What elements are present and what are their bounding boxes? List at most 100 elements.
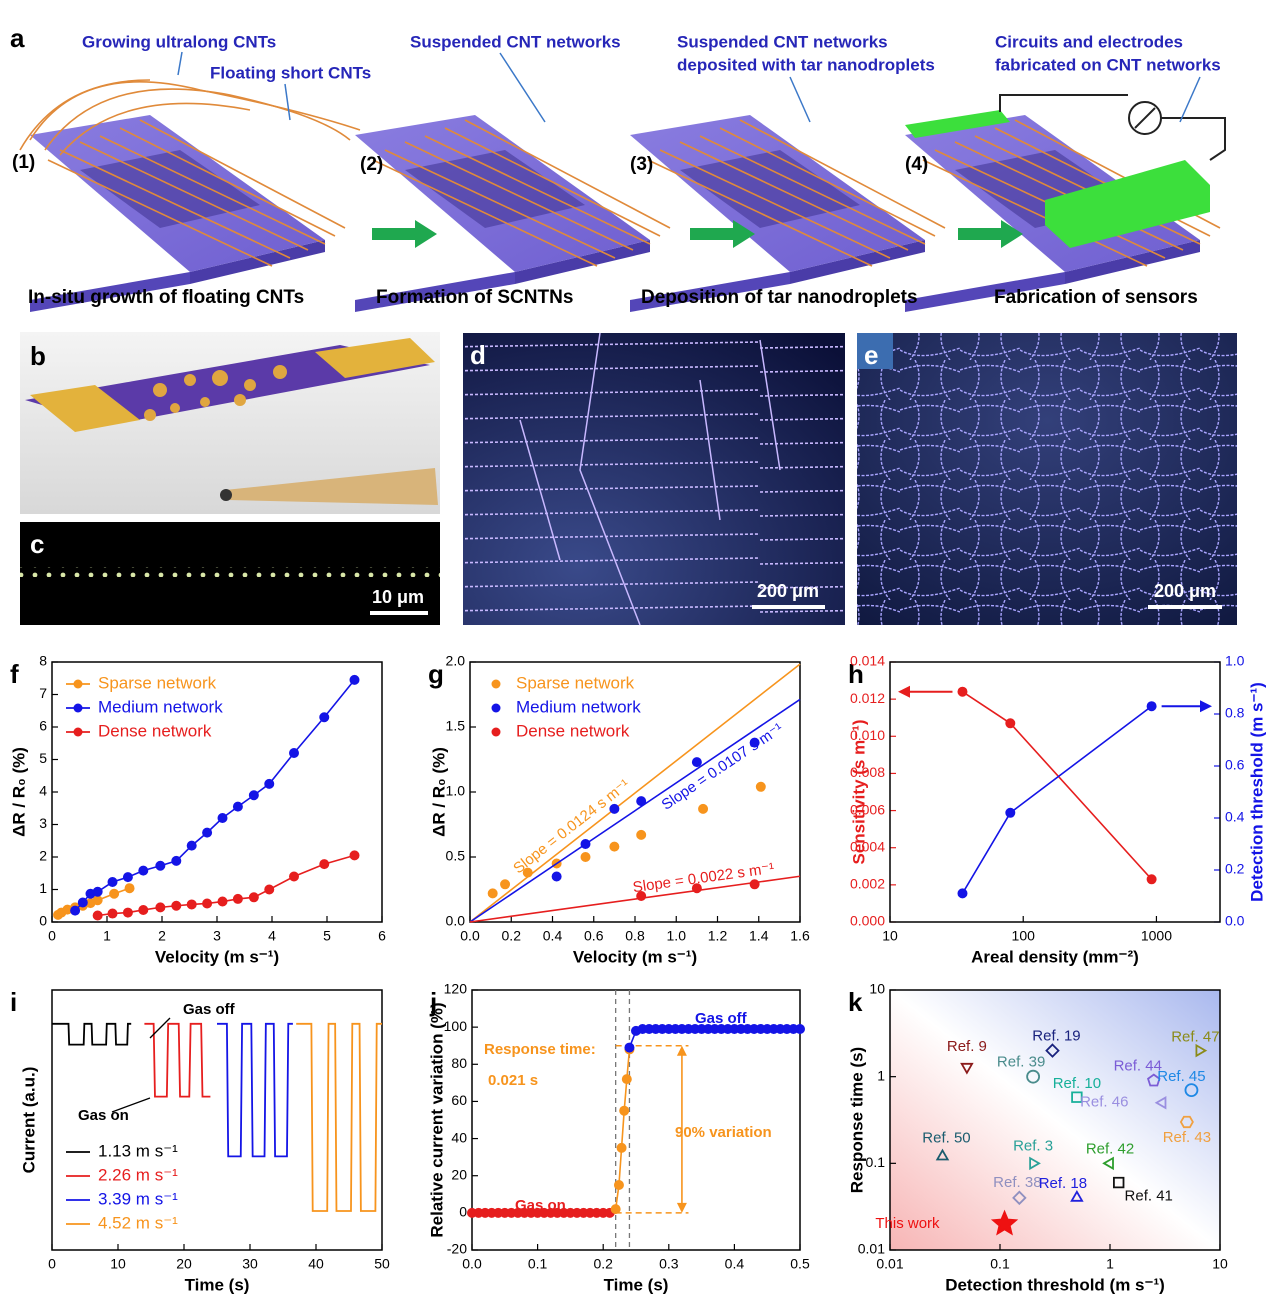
x-tick-label: 1.6 — [790, 928, 810, 944]
y2-axis-label: Detection threshold (m s⁻¹) — [1247, 682, 1266, 902]
plot-frame — [51, 989, 383, 1251]
cnt-network — [463, 333, 845, 625]
caption: Formation of SCNTNs — [376, 287, 573, 308]
point — [1146, 701, 1157, 712]
fit-line — [469, 875, 801, 923]
point-label: Ref. 42 — [1086, 1140, 1134, 1157]
y-axis-label: Sensitivity (s m⁻¹) — [849, 719, 868, 864]
plot-frame — [889, 989, 1221, 1251]
y-tick-label: 10 — [869, 981, 885, 997]
x-tick-label: 0.2 — [502, 928, 522, 944]
y-tick-label: 0.1 — [866, 1154, 886, 1170]
legend-marker — [491, 703, 501, 713]
point-label: Ref. 43 — [1163, 1129, 1211, 1146]
legend-label: Sparse network — [516, 673, 635, 692]
point — [551, 871, 562, 882]
point — [691, 757, 702, 768]
point — [248, 892, 259, 903]
x-tick-label: 1 — [103, 928, 111, 944]
y-tick-label: 80 — [451, 1055, 467, 1071]
electrode — [1045, 160, 1210, 248]
x-tick-label: 20 — [176, 1256, 192, 1272]
point-label: Ref. 38 — [993, 1174, 1041, 1191]
point — [248, 790, 259, 801]
point — [1184, 1083, 1199, 1097]
point — [613, 1180, 624, 1190]
cnt-network — [857, 333, 1237, 625]
legend-marker — [491, 727, 501, 737]
point — [217, 813, 228, 823]
point — [92, 886, 103, 897]
panel-d: d 200 μm — [463, 332, 845, 626]
point — [749, 879, 760, 890]
annotation: Gas off — [183, 1001, 236, 1018]
y-tick-label: 100 — [444, 1018, 468, 1034]
panel-label: b — [30, 341, 46, 371]
panel-label: d — [470, 340, 486, 370]
y-tick-label: 7 — [39, 685, 47, 701]
point — [138, 865, 149, 876]
point — [1195, 1043, 1208, 1058]
point — [1026, 1069, 1041, 1084]
fit-line — [469, 698, 801, 923]
x-axis-label: Velocity (m s⁻¹) — [573, 947, 697, 966]
step-label: (2) — [360, 154, 383, 175]
point-label: Ref. 10 — [1053, 1075, 1101, 1092]
point — [186, 840, 197, 851]
point — [610, 1204, 621, 1215]
callout: Suspended CNT networks — [677, 32, 888, 51]
point — [619, 1105, 630, 1116]
cigarette-tip — [220, 489, 232, 501]
point — [107, 877, 118, 888]
point — [319, 859, 330, 870]
x-tick-label: 1.4 — [749, 928, 769, 944]
cigarette — [225, 468, 438, 505]
y-tick-label: 20 — [451, 1166, 467, 1182]
point — [138, 904, 149, 915]
point — [957, 686, 968, 697]
x-tick-label: 1000 — [1141, 928, 1172, 944]
x-axis-label: Time (s) — [185, 1275, 250, 1294]
electrode — [30, 385, 140, 432]
x-tick-label: 10 — [1212, 1256, 1228, 1272]
x-tick-label: 1.2 — [708, 928, 728, 944]
legend-label: Dense network — [98, 721, 212, 740]
device — [25, 345, 430, 425]
point — [636, 796, 647, 807]
y-tick-label: 0.01 — [858, 1241, 885, 1257]
caption: In-situ growth of floating CNTs — [28, 287, 304, 308]
point — [1102, 1156, 1114, 1171]
point — [1071, 1091, 1083, 1103]
point-label: Ref. 19 — [1032, 1028, 1080, 1045]
legend-label: Medium network — [516, 697, 641, 716]
y-axis-label: Response time (s) — [847, 1047, 866, 1193]
series-line — [296, 1022, 382, 1212]
y-tick-label: 60 — [451, 1092, 467, 1108]
point — [232, 893, 243, 904]
plot-frame — [51, 661, 383, 923]
legend-marker — [73, 679, 83, 689]
series-line — [52, 1022, 132, 1046]
series-line — [144, 1022, 211, 1098]
x-tick-label: 0.01 — [876, 1256, 903, 1272]
point — [755, 781, 766, 792]
panel-label: k — [848, 987, 863, 1017]
x-tick-label: 0.8 — [625, 928, 645, 944]
legend-label: 2.26 m s⁻¹ — [98, 1165, 178, 1184]
x-tick-label: 0.2 — [593, 1256, 613, 1272]
scale-label: 10 μm — [372, 587, 424, 607]
y-tick-label: 1 — [39, 880, 47, 896]
point — [691, 883, 702, 894]
step-label: (1) — [12, 152, 35, 173]
scale-label: 200 μm — [757, 581, 819, 601]
panel-label: j — [429, 987, 437, 1017]
y-axis-label: ΔR / R₀ (%) — [429, 747, 448, 837]
point — [232, 801, 243, 812]
y-tick-label: 5 — [39, 750, 47, 766]
callout: Circuits and electrodes — [995, 32, 1183, 51]
x-axis-label: Time (s) — [604, 1275, 669, 1294]
point — [636, 891, 647, 901]
point-label: This work — [875, 1215, 940, 1232]
y-tick-label: 0 — [39, 913, 47, 929]
